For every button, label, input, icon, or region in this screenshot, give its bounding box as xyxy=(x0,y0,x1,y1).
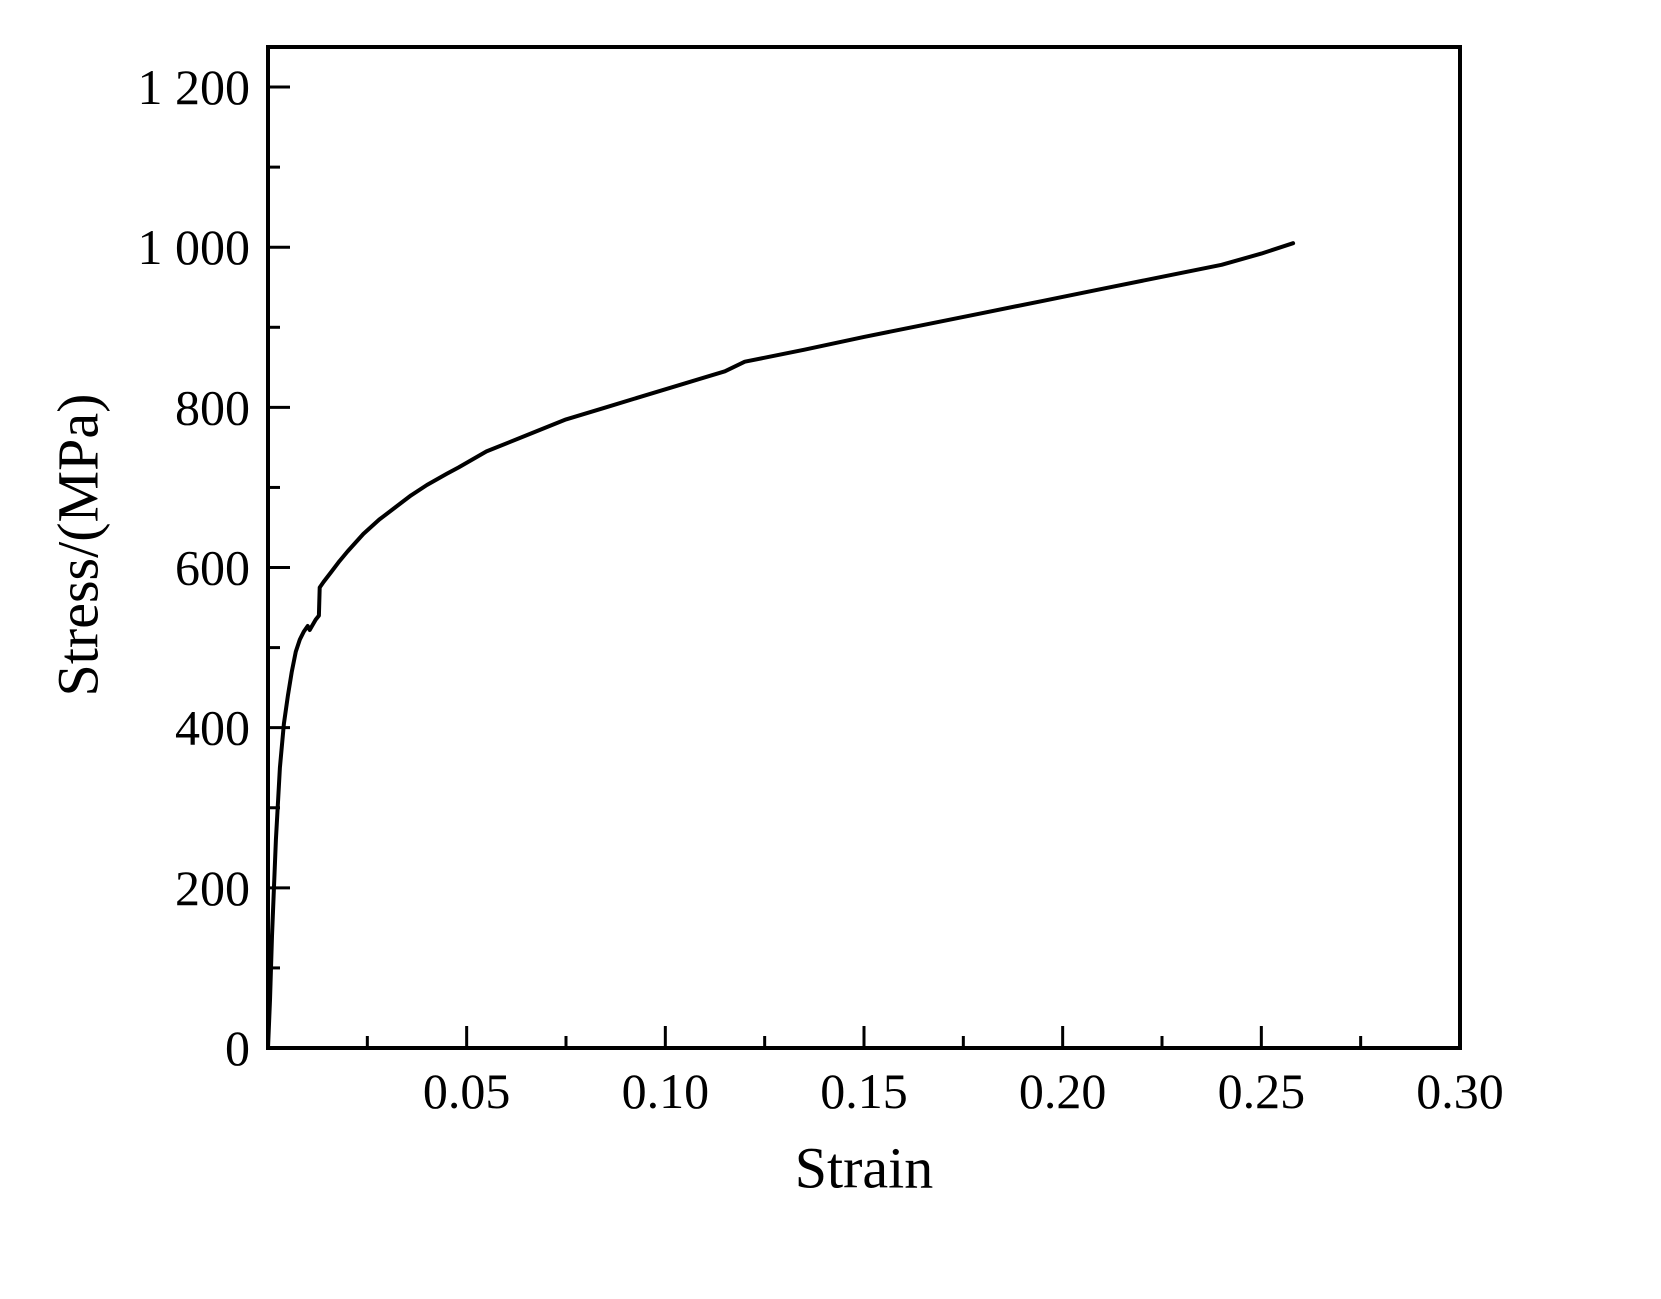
x-tick-label: 0.05 xyxy=(423,1063,511,1119)
y-tick-label: 600 xyxy=(175,540,250,596)
x-axis-label: Strain xyxy=(794,1135,934,1201)
y-tick-label: 1 200 xyxy=(138,59,251,115)
y-tick-label: 400 xyxy=(175,700,250,756)
y-tick-label: 0 xyxy=(225,1020,250,1076)
series-line xyxy=(266,241,1296,1050)
x-tick-label: 0.15 xyxy=(820,1063,908,1119)
x-tick-label: 0.25 xyxy=(1218,1063,1306,1119)
x-tick-label: 0.30 xyxy=(1416,1063,1504,1119)
y-tick-label: 1 000 xyxy=(138,219,251,275)
y-tick-label: 800 xyxy=(175,379,250,435)
x-tick-label: 0.20 xyxy=(1019,1063,1107,1119)
x-tick-label: 0.10 xyxy=(622,1063,710,1119)
y-axis-label: Stress/(MPa) xyxy=(45,393,111,697)
plot-border xyxy=(266,45,1462,1050)
y-tick-label: 200 xyxy=(175,860,250,916)
